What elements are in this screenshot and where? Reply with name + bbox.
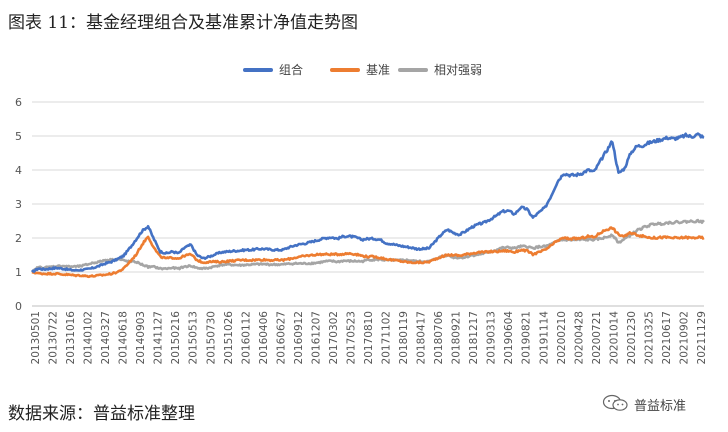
y-tick-label: 2 <box>15 232 22 245</box>
series-line-relative-strength <box>31 218 705 273</box>
x-tick-label: 20130722 <box>48 311 60 364</box>
chart-legend: 组合 基准 相对强弱 <box>0 62 728 78</box>
x-tick-label: 20190604 <box>503 311 515 365</box>
x-tick-label: 20180706 <box>433 311 445 365</box>
x-tick-label: 20150216 <box>170 311 182 365</box>
x-tick-label: 20210902 <box>678 311 690 364</box>
series-line-benchmark <box>31 226 705 279</box>
x-tick-label: 20210617 <box>661 311 673 364</box>
x-tick-label: 20200721 <box>591 311 603 364</box>
x-tick-label: 20131016 <box>65 311 77 365</box>
x-tick-label: 20180921 <box>451 311 463 364</box>
x-tick-label: 20140327 <box>100 311 112 364</box>
legend-swatch-relative-strength <box>398 68 428 72</box>
x-tick-label: 20191114 <box>538 311 550 365</box>
legend-label-relative-strength: 相对强弱 <box>434 63 483 77</box>
x-tick-label: 20141127 <box>153 311 165 364</box>
x-tick-label: 20170523 <box>345 311 357 364</box>
x-tick-label: 20161207 <box>310 311 322 364</box>
legend-swatch-portfolio <box>243 68 273 72</box>
wechat-icon <box>602 394 628 411</box>
x-tick-label: 20201014 <box>608 311 620 365</box>
figure-title: 图表 11：基金经理组合及基准累计净值走势图 <box>8 13 359 33</box>
y-tick-label: 1 <box>15 266 22 279</box>
x-tick-label: 20190313 <box>486 311 498 364</box>
series-line-portfolio <box>31 132 705 273</box>
x-tick-label: 20160406 <box>258 311 270 365</box>
y-tick-label: 0 <box>15 300 22 313</box>
x-tick-label: 20211129 <box>696 311 708 364</box>
x-tick-label: 20150513 <box>188 311 200 364</box>
x-tick-label: 20200210 <box>556 311 568 364</box>
x-tick-label: 20160912 <box>293 311 305 364</box>
x-tick-label: 20151026 <box>223 311 235 365</box>
legend-label-portfolio: 组合 <box>279 63 304 77</box>
legend-swatch-benchmark <box>330 68 360 72</box>
x-tick-label: 20180119 <box>398 311 410 364</box>
x-tick-label: 20200428 <box>573 311 585 364</box>
x-tick-label: 20170810 <box>363 311 375 364</box>
y-tick-label: 5 <box>15 130 22 143</box>
x-tick-label: 20201230 <box>626 311 638 364</box>
x-tick-label: 20180417 <box>416 311 428 364</box>
x-tick-label: 20210325 <box>643 311 655 364</box>
x-tick-label: 20130501 <box>30 311 42 364</box>
y-tick-label: 3 <box>15 198 22 211</box>
y-tick-label: 4 <box>15 164 22 177</box>
x-tick-label: 20160112 <box>240 311 252 364</box>
watermark-text: 普益标准 <box>634 399 687 414</box>
x-tick-label: 20140102 <box>83 311 95 364</box>
x-tick-label: 20170302 <box>328 311 340 364</box>
x-tick-label: 20140903 <box>135 311 147 364</box>
x-tick-label: 20140618 <box>118 311 130 364</box>
x-tick-label: 20181217 <box>468 311 480 364</box>
y-tick-label: 6 <box>15 96 22 109</box>
x-tick-label: 20150730 <box>205 311 217 364</box>
legend-label-benchmark: 基准 <box>366 63 391 77</box>
source-note: 数据来源：普益标准整理 <box>8 404 195 424</box>
x-tick-label: 20190821 <box>521 311 533 364</box>
x-tick-label: 20171102 <box>381 311 393 364</box>
x-tick-label: 20160627 <box>275 311 287 364</box>
